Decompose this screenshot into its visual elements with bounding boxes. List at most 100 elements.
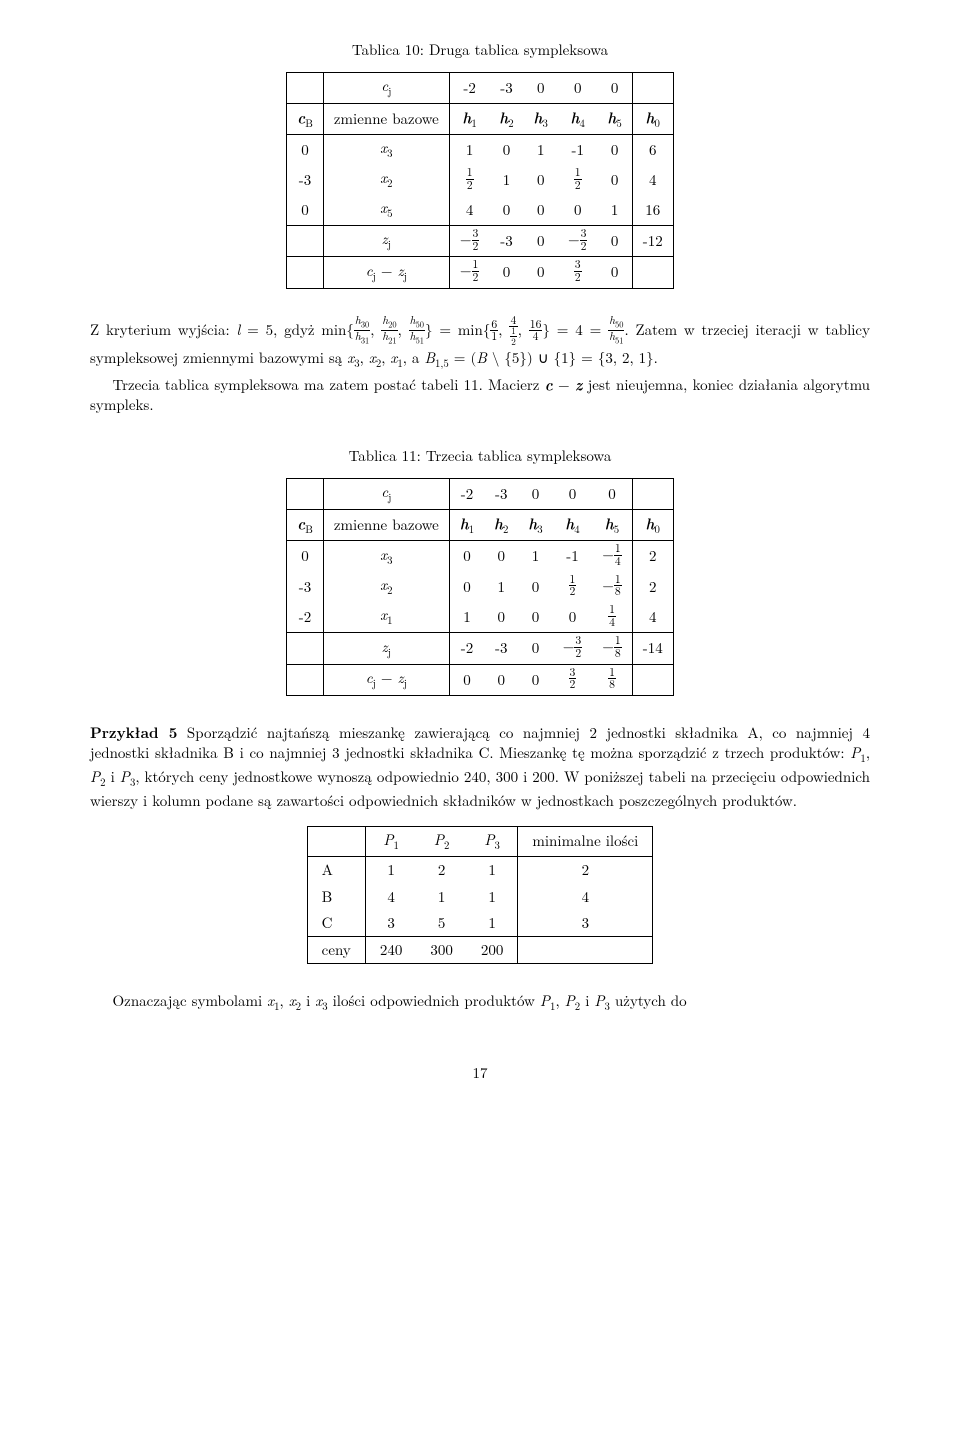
table-row: 0 x5 4 0 0 0 1 16 (287, 195, 674, 225)
cell: 14 (592, 602, 632, 633)
cell: ceny (307, 937, 365, 964)
page-number: 17 (90, 1063, 870, 1083)
table-11: cj -2 -3 0 0 0 cB zmienne bazowe h1 h2 h… (286, 478, 674, 696)
cell: -3 (287, 165, 324, 195)
cell: −32 (558, 225, 598, 256)
cell: 2 (632, 572, 673, 602)
cell: 12 (558, 165, 598, 195)
criterion-paragraph: Z kryterium wyjścia: l = 5, gdyż min{h30… (90, 316, 870, 372)
table-row: zj -2 -3 0 −32 −18 -14 (287, 633, 674, 664)
cell: 0 (597, 225, 632, 256)
cell: 1 (524, 135, 558, 165)
cell: 0 (449, 572, 484, 602)
cell: 0 (449, 541, 484, 572)
cell: -1 (558, 135, 598, 165)
cell: 18 (592, 664, 632, 695)
table-row: A 1 2 1 2 (307, 857, 653, 884)
cell: -2 (449, 633, 484, 664)
cell: 0 (489, 135, 523, 165)
cell: −14 (592, 541, 632, 572)
paragraph-2: Trzecia tablica sympleksowa ma zatem pos… (90, 374, 870, 416)
cell: 1 (484, 572, 518, 602)
cell: 240 (365, 937, 416, 964)
cell: 0 (287, 541, 324, 572)
cell: 4 (632, 602, 673, 633)
table-row: C 3 5 1 3 (307, 910, 653, 937)
table-row: B 4 1 1 4 (307, 884, 653, 910)
cell: 0 (484, 664, 518, 695)
cell: −18 (592, 633, 632, 664)
table-row: cB zmienne bazowe h1 h2 h3 h4 h5 h0 (287, 509, 674, 541)
cell: 1 (365, 857, 416, 884)
cell: 0 (524, 225, 558, 256)
cell: 1 (489, 165, 523, 195)
cell: 0 (449, 664, 484, 695)
cell: -1 (553, 541, 593, 572)
cell: 0 (484, 541, 518, 572)
text: Z kryterium wyjścia: (90, 319, 236, 340)
cell: 4 (449, 195, 489, 225)
cell: 0 (518, 572, 552, 602)
cell: minimalne ilości (518, 826, 653, 857)
table-11-caption: Tablica 11: Trzecia tablica sympleksowa (90, 446, 870, 466)
cell: 6 (632, 135, 673, 165)
cell: 0 (592, 478, 632, 509)
cell: zmienne bazowe (323, 103, 449, 135)
cell: 0 (524, 257, 558, 288)
cell: 0 (287, 135, 324, 165)
cell: −32 (553, 633, 593, 664)
table-row: P1 P2 P3 minimalne ilości (307, 826, 653, 857)
cell: 4 (518, 884, 653, 910)
cell: 300 (416, 937, 467, 964)
table-row: cj − zj −12 0 0 32 0 (287, 257, 674, 288)
cell: 12 (449, 165, 489, 195)
cell: 2 (416, 857, 467, 884)
cell: -2 (449, 73, 489, 104)
cell: C (307, 910, 365, 937)
cell: 5 (416, 910, 467, 937)
cell: 0 (553, 602, 593, 633)
cell: 2 (632, 541, 673, 572)
table-row: cj -2 -3 0 0 0 (287, 478, 674, 509)
cell: −18 (592, 572, 632, 602)
cell: 0 (489, 257, 523, 288)
cell: 200 (467, 937, 518, 964)
table-row: ceny 240 300 200 (307, 937, 653, 964)
table-row: zj −32 -3 0 −32 0 -12 (287, 225, 674, 256)
cell: 1 (449, 602, 484, 633)
cell: 0 (518, 633, 552, 664)
cell: 0 (597, 73, 632, 104)
cell: 0 (597, 257, 632, 288)
cell: 4 (365, 884, 416, 910)
cell: 1 (518, 541, 552, 572)
table-10: cj -2 -3 0 0 0 cB zmienne bazowe h1 h2 h… (286, 72, 674, 288)
ingredients-table: P1 P2 P3 minimalne ilości A 1 2 1 2 B 4 … (307, 826, 654, 965)
cell: 0 (524, 73, 558, 104)
cell: 32 (558, 257, 598, 288)
example-5-paragraph: Przykład 5 Sporządzić najtańszą mieszank… (90, 723, 870, 811)
table-row: cj -2 -3 0 0 0 (287, 73, 674, 104)
cell: 1 (467, 910, 518, 937)
cell: -12 (632, 225, 673, 256)
cell: -14 (632, 633, 673, 664)
example-label: Przykład 5 (90, 722, 177, 743)
closing-paragraph: Oznaczając symbolami x1, x2 i x3 ilości … (90, 991, 870, 1015)
table-row: 0 x3 0 0 1 -1 −14 2 (287, 541, 674, 572)
cell: -3 (484, 633, 518, 664)
cell: 0 (558, 195, 598, 225)
cell: 0 (597, 135, 632, 165)
cell: −12 (449, 257, 489, 288)
cell: -3 (489, 73, 523, 104)
cell: 3 (365, 910, 416, 937)
cell: 32 (553, 664, 593, 695)
cell: 0 (489, 195, 523, 225)
cell: -3 (489, 225, 523, 256)
cell: zmienne bazowe (323, 509, 449, 541)
cell: -2 (449, 478, 484, 509)
table-row: -2 x1 1 0 0 0 14 4 (287, 602, 674, 633)
table-row: 0 x3 1 0 1 -1 0 6 (287, 135, 674, 165)
cell: 1 (467, 857, 518, 884)
cell: -2 (287, 602, 324, 633)
table-10-caption: Tablica 10: Druga tablica sympleksowa (90, 40, 870, 60)
cell: 0 (287, 195, 324, 225)
